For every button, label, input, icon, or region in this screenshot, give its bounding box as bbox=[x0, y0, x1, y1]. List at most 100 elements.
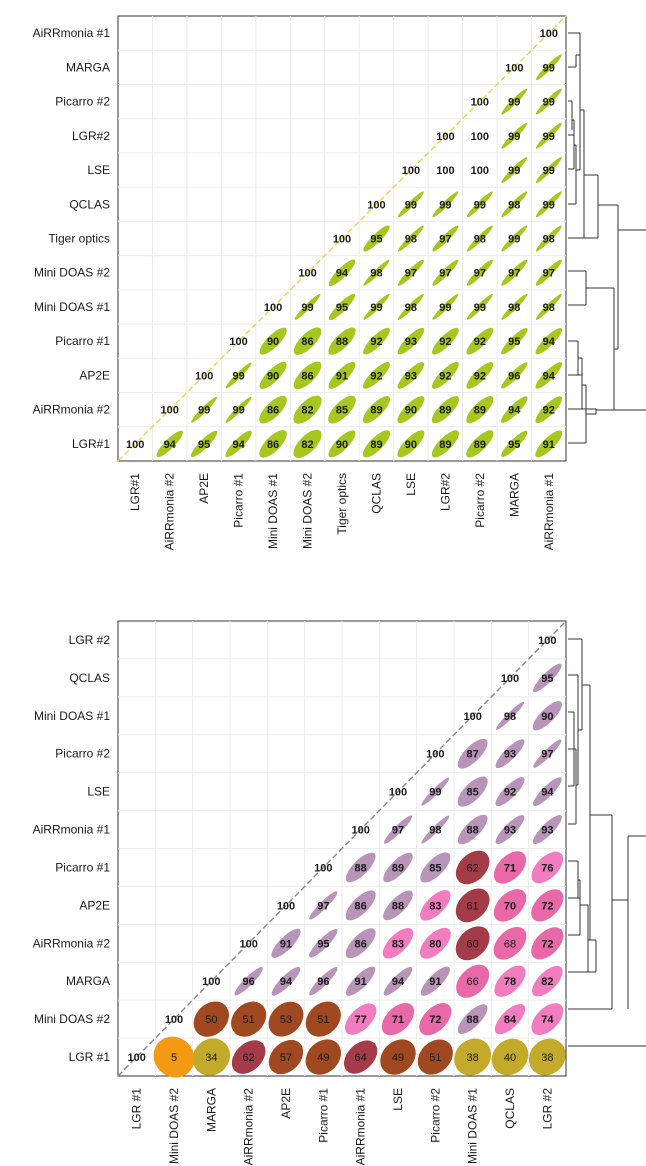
cell-value: 93 bbox=[541, 825, 553, 837]
cell-ellipse bbox=[421, 815, 450, 844]
cell-value: 100 bbox=[402, 165, 420, 177]
cell-ellipse bbox=[432, 259, 459, 286]
cell-ellipse bbox=[535, 430, 563, 458]
cell-ellipse bbox=[419, 1003, 452, 1036]
column-label: Tiger optics bbox=[335, 473, 349, 535]
cell-value: 97 bbox=[439, 268, 451, 280]
cell-value: 98 bbox=[429, 825, 441, 837]
cell-value: 99 bbox=[543, 97, 555, 109]
cell-ellipse bbox=[420, 852, 451, 883]
cell-ellipse bbox=[363, 294, 390, 320]
cell-ellipse bbox=[431, 396, 459, 424]
cell-value: 100 bbox=[471, 131, 489, 143]
cell-value: 95 bbox=[336, 302, 348, 314]
cell-value: 74 bbox=[541, 1014, 554, 1026]
cell-value: 100 bbox=[436, 131, 454, 143]
cell-value: 5 bbox=[171, 1052, 177, 1064]
cell-value: 94 bbox=[508, 405, 521, 417]
cell-value: 99 bbox=[543, 199, 555, 211]
cell-value: 88 bbox=[467, 1014, 479, 1026]
cell-value: 98 bbox=[543, 302, 555, 314]
cell-ellipse bbox=[191, 396, 218, 423]
cell-ellipse bbox=[345, 928, 376, 959]
cell-value: 99 bbox=[543, 131, 555, 143]
row-label: MARGA bbox=[66, 60, 110, 74]
cell-ellipse bbox=[454, 1038, 492, 1076]
cell-value: 92 bbox=[370, 336, 382, 348]
cell-ellipse bbox=[328, 259, 356, 286]
cell-ellipse bbox=[397, 396, 425, 424]
cell-value: 95 bbox=[198, 439, 210, 451]
cell-ellipse bbox=[466, 259, 493, 286]
cell-ellipse bbox=[234, 967, 263, 996]
cell-value: 88 bbox=[355, 862, 367, 874]
cell-value: 95 bbox=[508, 336, 520, 348]
cell-value: 89 bbox=[439, 405, 451, 417]
cell-ellipse bbox=[533, 663, 562, 693]
cell-value: 87 bbox=[467, 749, 479, 761]
cell-ellipse bbox=[397, 294, 424, 320]
cell-value: 90 bbox=[541, 711, 553, 723]
cell-ellipse bbox=[271, 928, 301, 958]
cell-ellipse bbox=[383, 815, 413, 844]
row-label: LGR #2 bbox=[69, 633, 111, 647]
row-label: Picarro #1 bbox=[55, 334, 110, 348]
diagonal-line bbox=[117, 620, 567, 1077]
column-label: LGR #2 bbox=[540, 1088, 554, 1130]
cell-value: 95 bbox=[508, 439, 520, 451]
cell-ellipse bbox=[535, 54, 562, 81]
cell-ellipse bbox=[381, 1002, 415, 1036]
cell-ellipse bbox=[457, 738, 488, 769]
cell-value: 90 bbox=[267, 370, 279, 382]
cell-value: 91 bbox=[543, 439, 555, 451]
cell-value: 60 bbox=[467, 938, 479, 950]
cell-ellipse bbox=[532, 777, 562, 806]
cell-value: 86 bbox=[267, 405, 279, 417]
cell-value: 93 bbox=[504, 749, 516, 761]
cell-ellipse bbox=[293, 361, 322, 390]
cell-ellipse bbox=[431, 430, 459, 458]
cell-ellipse bbox=[328, 327, 356, 355]
cell-ellipse bbox=[420, 890, 451, 921]
cell-ellipse bbox=[501, 225, 528, 252]
row-label: Picarro #1 bbox=[55, 860, 110, 874]
column-label: LGR#2 bbox=[438, 473, 452, 511]
cell-ellipse bbox=[535, 396, 563, 424]
cell-value: 94 bbox=[392, 976, 405, 988]
column-label: QCLAS bbox=[503, 1088, 517, 1129]
cell-value: 96 bbox=[317, 976, 329, 988]
cell-value: 84 bbox=[504, 1014, 517, 1026]
row-label: AP2E bbox=[79, 898, 110, 912]
cell-ellipse bbox=[432, 294, 459, 320]
cell-value: 38 bbox=[467, 1052, 479, 1064]
cell-value: 85 bbox=[467, 787, 479, 799]
cell-ellipse bbox=[466, 225, 493, 252]
cell-ellipse bbox=[501, 396, 528, 423]
cell-ellipse bbox=[457, 814, 488, 845]
cell-value: 88 bbox=[392, 900, 404, 912]
cell-ellipse bbox=[305, 1001, 341, 1037]
cell-value: 100 bbox=[501, 673, 519, 685]
cell-ellipse bbox=[455, 888, 490, 923]
cell-ellipse bbox=[533, 739, 562, 768]
cell-value: 100 bbox=[264, 302, 282, 314]
cell-value: 71 bbox=[504, 862, 516, 874]
row-label: QCLAS bbox=[69, 197, 110, 211]
cell-value: 100 bbox=[161, 405, 179, 417]
cell-value: 98 bbox=[508, 302, 520, 314]
cell-value: 98 bbox=[405, 302, 417, 314]
cell-ellipse bbox=[501, 362, 528, 389]
cell-value: 100 bbox=[126, 439, 144, 451]
cell-value: 100 bbox=[436, 165, 454, 177]
cell-ellipse bbox=[345, 890, 376, 921]
row-label: AiRRmonia #2 bbox=[33, 403, 111, 417]
cell-ellipse bbox=[455, 850, 490, 885]
cell-value: 51 bbox=[317, 1014, 329, 1026]
cell-ellipse bbox=[397, 327, 425, 355]
cell-ellipse bbox=[501, 328, 528, 355]
cell-value: 99 bbox=[439, 199, 451, 211]
cell-value: 77 bbox=[355, 1014, 367, 1026]
cell-ellipse bbox=[432, 225, 459, 252]
row-label: Picarro #2 bbox=[55, 95, 110, 109]
cell-value: 94 bbox=[336, 268, 349, 280]
